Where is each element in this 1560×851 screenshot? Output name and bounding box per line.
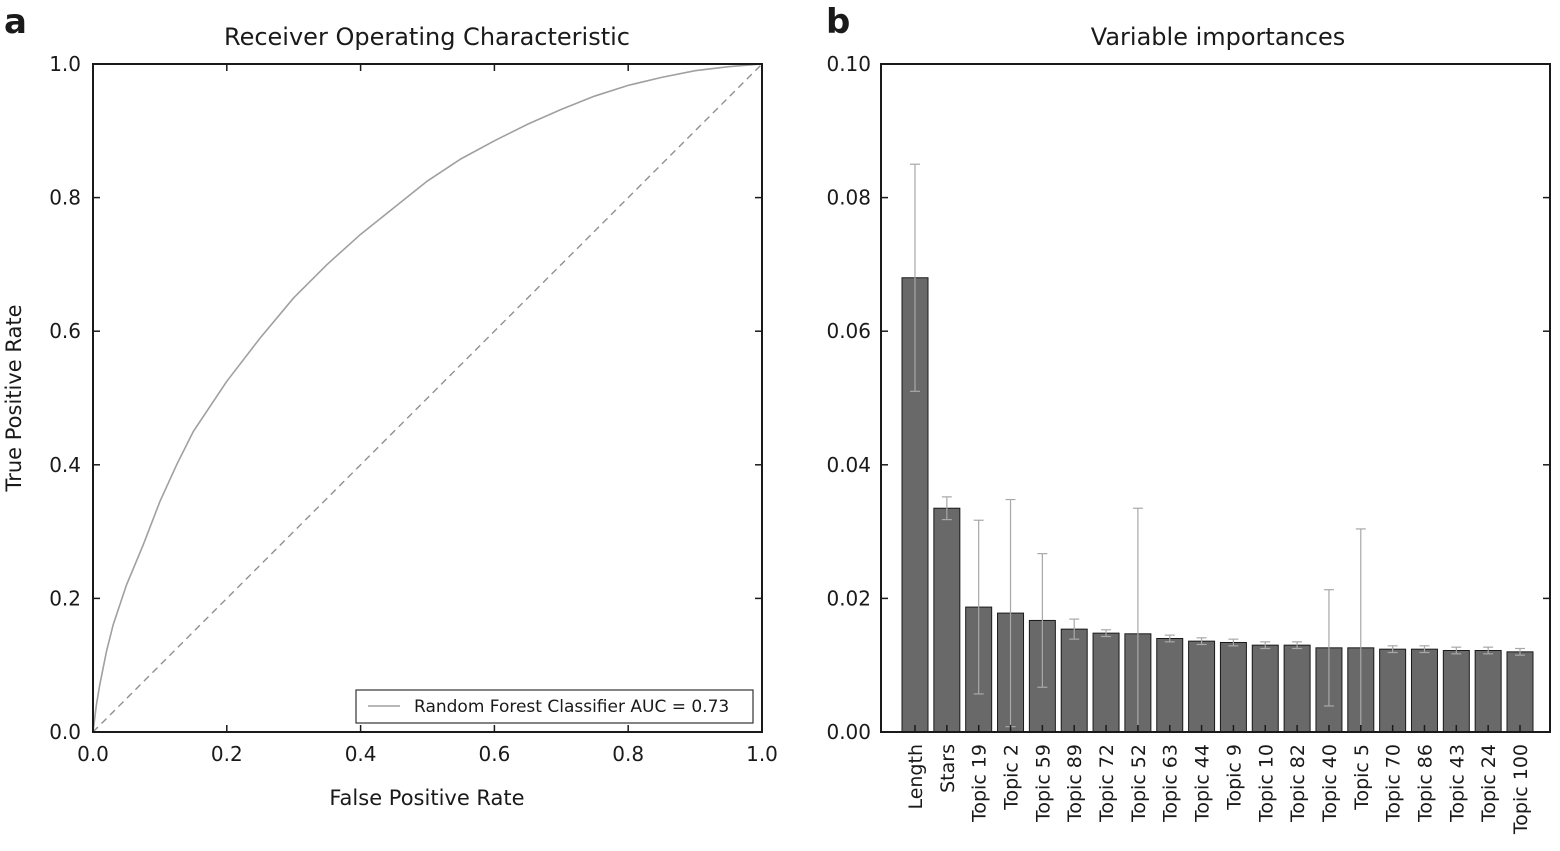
importance-ticks: 0.00 0.02 0.04 0.06 0.08 0.10 [826,52,1550,744]
roc-x-tick-label: 0.4 [345,742,377,766]
roc-y-tick-label: 0.0 [49,720,81,744]
roc-chance-line [92,63,763,733]
panel-a-letter: a [4,2,27,42]
importance-bar [1442,650,1470,733]
importance-category-label: Topic 89 [1064,744,1086,823]
importance-bar [1060,628,1088,733]
importance-category-label: Length [905,744,927,810]
importance-category-label: Topic 40 [1319,744,1341,823]
importance-category-label: Topic 43 [1446,744,1468,823]
importance-bar [1092,632,1120,733]
roc-x-tick-label: 1.0 [746,742,778,766]
importance-y-tick-label: 0.06 [826,319,871,343]
importance-category-labels: Length Stars Topic 19 Topic 2 Topic 59 Topic … [905,725,1532,835]
roc-ticks: 0.0 0.2 0.4 0.6 0.8 1.0 0.0 0.2 0.4 0.6 0.8 1.0 [49,52,778,766]
importance-bar [1156,637,1184,733]
roc-x-axis-label: False Positive Rate [329,786,524,810]
importance-category-label: Topic 86 [1414,744,1436,823]
roc-legend-label: Random Forest Classifier AUC = 0.73 [414,697,729,717]
importance-bar [933,507,961,733]
importance-bar [1219,641,1247,733]
roc-y-tick-label: 1.0 [49,52,81,76]
importance-category-label: Topic 44 [1192,744,1214,823]
importance-category-label: Topic 59 [1032,744,1054,823]
roc-y-tick-label: 0.4 [49,453,81,477]
importance-bar [1188,640,1216,733]
importance-category-label: Topic 52 [1128,744,1150,823]
importance-y-tick-label: 0.02 [826,586,871,610]
roc-x-tick-label: 0.2 [211,742,243,766]
importance-y-tick-label: 0.04 [826,453,871,477]
importance-bar [1283,644,1311,733]
roc-y-tick-label: 0.6 [49,319,81,343]
importance-bar [1251,644,1279,733]
importance-y-tick-label: 0.08 [826,186,871,210]
importance-category-label: Topic 19 [969,744,991,823]
roc-y-axis-label: True Positive Rate [2,304,26,492]
importance-category-label: Topic 100 [1510,744,1532,835]
importance-y-tick-label: 0.10 [826,52,871,76]
importance-category-label: Stars [937,744,959,793]
importance-bar [1506,651,1534,733]
roc-x-tick-label: 0.8 [612,742,644,766]
importance-y-tick-label: 0.00 [826,720,871,744]
importance-category-label: Topic 9 [1223,744,1245,811]
importance-category-label: Topic 82 [1287,744,1309,823]
roc-title: Receiver Operating Characteristic [224,23,630,51]
panel-b-letter: b [826,2,850,42]
roc-y-tick-label: 0.8 [49,186,81,210]
roc-legend-box [355,689,754,724]
importance-category-label: Topic 2 [1001,744,1023,811]
importance-panel: b Variable importances 0.000.020.040.060… [826,2,1551,835]
importance-category-label: Topic 5 [1351,744,1373,811]
roc-x-tick-label: 0.0 [77,742,109,766]
importance-category-label: Topic 24 [1478,744,1500,823]
importance-category-label: Topic 70 [1383,744,1405,823]
roc-lines [92,63,763,733]
roc-x-tick-label: 0.6 [478,742,510,766]
importance-plot-frame [880,63,1551,733]
importance-bars [901,163,1534,733]
roc-y-tick-label: 0.2 [49,586,81,610]
importance-category-label: Topic 10 [1255,744,1277,823]
importance-category-label: Topic 72 [1096,744,1118,823]
roc-curve-line [92,63,763,733]
roc-plot-frame [92,63,763,733]
importance-title: Variable importances [1091,23,1345,51]
importance-bar [1410,648,1438,733]
roc-panel: a Receiver Operating Characteristic Fals… [2,2,778,810]
roc-legend: Random Forest Classifier AUC = 0.73 [355,689,754,724]
importance-bar [1379,648,1407,733]
importance-bar [1474,650,1502,733]
importance-category-label: Topic 63 [1160,744,1182,823]
